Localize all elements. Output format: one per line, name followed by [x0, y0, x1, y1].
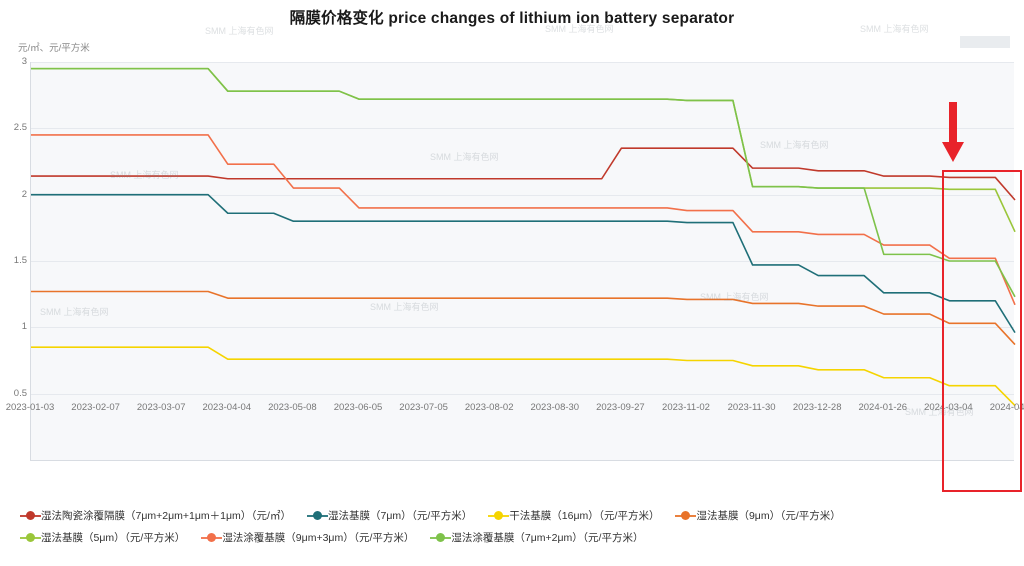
redacted-badge: [960, 36, 1010, 48]
legend-label: 干法基膜（16μm）（元/平方米）: [509, 510, 660, 522]
legend-label: 湿法基膜（5μm）（元/平方米）: [41, 532, 186, 544]
x-axis-line: [30, 460, 1014, 461]
gridline: [31, 261, 1014, 262]
x-tick-label: 2023-08-02: [464, 402, 514, 413]
x-tick-label: 2023-09-27: [596, 402, 645, 413]
x-tick-label: 2023-01-03: [5, 402, 55, 413]
x-tick-label: 2024-03-04: [924, 402, 973, 413]
legend-label: 湿法基膜（7μm）（元/平方米）: [327, 510, 473, 522]
page-title: 隔膜价格变化 price changes of lithium ion batt…: [289, 10, 735, 27]
legend-item[interactable]: 湿法基膜（7μm）（元/平方米）: [306, 508, 473, 523]
gridline: [31, 194, 1014, 196]
gridline: [31, 327, 1014, 329]
x-tick-label: 2023-07-05: [399, 402, 448, 413]
legend-marker-icon: [488, 511, 510, 520]
legend-item[interactable]: 干法基膜（16μm）（元/平方米）: [488, 508, 660, 523]
legend-item[interactable]: 湿法基膜（9μm）（元/平方米）: [675, 508, 841, 523]
x-tick-label: 2023-12-28: [792, 402, 842, 413]
y-axis-unit-label: 元/㎡、元/平方米: [18, 43, 90, 54]
plot-area: 0.5 1 1.5 2 2.5 3: [14, 56, 1016, 460]
legend-marker-icon: [20, 511, 41, 520]
y-tick-label: 2: [21, 188, 27, 200]
legend-label: 湿法涂覆基膜（7μm+2μm）（元/平方米）: [451, 532, 644, 544]
y-tick-label: 3: [21, 56, 27, 67]
legend-marker-icon: [306, 511, 328, 520]
x-tick-label: 2023-11-30: [727, 402, 776, 413]
gridline: [31, 62, 1014, 63]
x-tick-label: 2023-03-07: [136, 402, 186, 413]
x-tick-label: 2023-02-07: [71, 402, 120, 413]
legend-item[interactable]: 湿法涂覆基膜（9μm+3μm）（元/平方米）: [201, 530, 415, 545]
x-tick-label: 2023-11-02: [662, 402, 710, 413]
y-tick-label: 1: [21, 321, 27, 333]
legend-label: 湿法涂覆基膜（9μm+3μm）（元/平方米）: [222, 532, 415, 544]
y-tick-label: 2.5: [13, 122, 27, 134]
legend-item[interactable]: 湿法基膜（5μm）（元/平方米）: [20, 530, 186, 545]
y-tick-label: 0.5: [13, 387, 27, 399]
legend-marker-icon: [20, 533, 41, 542]
x-tick-label: 2023-08-30: [530, 402, 580, 413]
gridline: [31, 393, 1014, 395]
series-line: [31, 193, 1016, 334]
legend-marker-icon: [430, 533, 452, 542]
series-line: [31, 290, 1016, 346]
legend-marker-icon: [675, 511, 697, 520]
legend-marker-icon: [201, 533, 223, 542]
legend-label: 湿法基膜（9μm）（元/平方米）: [696, 510, 841, 522]
x-tick-label: 2024-04-01: [989, 402, 1024, 413]
gridline: [31, 128, 1014, 130]
down-arrow-icon: [942, 102, 965, 162]
series-line: [31, 134, 1016, 306]
legend-label: 湿法陶瓷涂覆隔膜（7μm+2μm+1μm＋1μm）（元/㎡）: [41, 510, 291, 522]
series-lines: [31, 67, 1016, 407]
series-line: [31, 346, 1016, 407]
x-tick-label: 2023-06-05: [333, 402, 383, 413]
legend-item[interactable]: 湿法涂覆基膜（7μm+2μm）（元/平方米）: [430, 530, 644, 545]
x-tick-label: 2023-05-08: [268, 402, 317, 413]
x-tick-label: 2023-04-04: [202, 402, 252, 413]
x-tick-label: 2024-01-26: [858, 402, 908, 413]
legend: 湿法陶瓷涂覆隔膜（7μm+2μm+1μm＋1μm）（元/㎡） 湿法基膜（7μm）（…: [20, 508, 1006, 552]
legend-item[interactable]: 湿法陶瓷涂覆隔膜（7μm+2μm+1μm＋1μm）（元/㎡）: [20, 508, 291, 523]
series-line: [31, 67, 1016, 298]
y-tick-label: 1.5: [13, 255, 27, 266]
series-line: [31, 147, 1016, 201]
